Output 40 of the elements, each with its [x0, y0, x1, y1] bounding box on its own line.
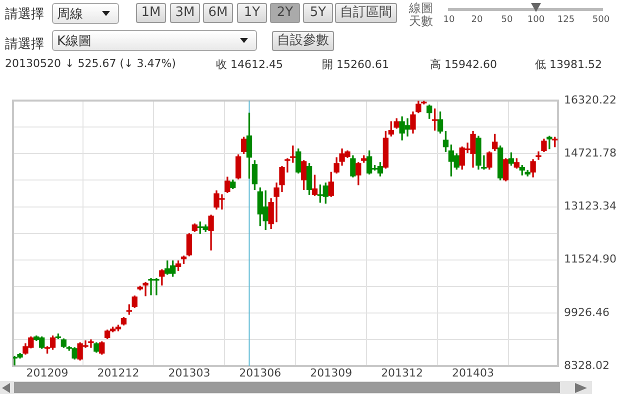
dropdown: K線圖 — [52, 30, 257, 51]
text: 20 — [470, 15, 484, 25]
text: 100 — [526, 15, 546, 25]
text: 20130520 — [5, 57, 61, 70]
y-tick-label: 14721.78 — [564, 146, 616, 160]
text: 50 — [500, 15, 514, 25]
y-tick-label: 9926.46 — [564, 306, 610, 319]
button: 1Y — [237, 3, 267, 23]
text: 線圖天數 — [409, 1, 434, 28]
candlestick — [536, 151, 542, 160]
x-tick-label: 201309 — [310, 366, 352, 380]
x-tick-label: 201209 — [26, 366, 68, 380]
x-tick-label: 201306 — [239, 366, 282, 380]
text: ↓ 525.67 (↓ 3.47%) — [65, 57, 176, 70]
x-tick-label: 201303 — [168, 366, 210, 380]
button: 2Y — [270, 3, 300, 23]
text: 10 — [442, 15, 456, 25]
text: 低 13981.52 — [535, 57, 602, 72]
y-tick-label: 8328.02 — [564, 358, 610, 372]
button: 6M — [203, 3, 233, 23]
y-tick-label: 11524.90 — [564, 252, 616, 266]
text: 開 15260.61 — [322, 57, 389, 72]
button: 1M — [136, 3, 166, 23]
x-tick-label: 201212 — [97, 366, 140, 380]
dropdown: 周線 — [52, 3, 119, 24]
x-tick-label: 201312 — [381, 366, 424, 380]
x-tick-label: 201403 — [452, 366, 494, 380]
button: 自訂區間 — [335, 3, 397, 23]
text: 125 — [556, 15, 576, 25]
button: 3M — [170, 3, 200, 23]
text: 請選擇 — [5, 36, 44, 53]
text: 500 — [591, 15, 611, 25]
text: 高 15942.60 — [430, 57, 497, 72]
button: 自設參數 — [272, 31, 334, 51]
y-tick-label: 16320.22 — [564, 93, 616, 106]
candlestick — [546, 136, 552, 150]
text: 請選擇 — [5, 6, 44, 23]
text: 收 14612.45 — [216, 57, 283, 72]
button: 5Y — [303, 3, 333, 23]
y-tick-label: 13123.34 — [564, 200, 616, 213]
